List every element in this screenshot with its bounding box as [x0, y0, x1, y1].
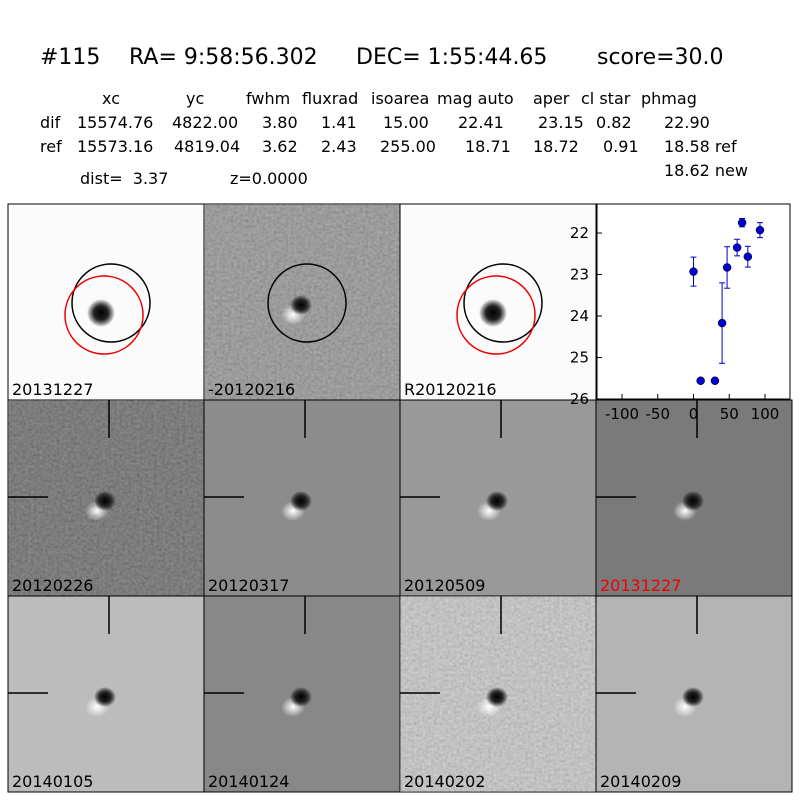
table-cell: 3.80 [262, 113, 298, 132]
y-tick-label: 25 [570, 349, 589, 367]
panel-label: 20131227 [12, 380, 93, 399]
source [290, 295, 312, 315]
x-tick-label: 100 [751, 405, 780, 423]
table-cell: 18.72 [533, 137, 579, 156]
aperture-ref [456, 275, 536, 355]
source [479, 299, 507, 327]
source [290, 491, 312, 511]
column-header: fluxrad [302, 89, 358, 108]
panel-label: 20120317 [208, 576, 289, 595]
panel-label: 20140202 [404, 772, 485, 791]
table-cell: 15573.16 [77, 137, 153, 156]
x-tick-label: 50 [720, 405, 739, 423]
column-header: mag auto [437, 89, 514, 108]
panel-label: R20120216 [404, 380, 497, 399]
source [486, 491, 508, 511]
point [689, 267, 698, 276]
table-cell: 22.41 [458, 113, 504, 132]
column-header: xc [102, 89, 120, 108]
table-cell: dif [40, 113, 61, 132]
plot-area [596, 203, 791, 400]
x-tick-label: -100 [605, 405, 639, 423]
table-cell: 23.15 [538, 113, 584, 132]
source [682, 687, 704, 707]
table-cell: 3.62 [262, 137, 298, 156]
table-cell: 15574.76 [77, 113, 153, 132]
source [94, 687, 116, 707]
point [732, 243, 742, 252]
table-cell: 18.58 ref [664, 137, 737, 156]
x-tick-label: 0 [689, 405, 699, 423]
table-cell: 1.41 [321, 113, 357, 132]
aperture-ref [64, 275, 144, 355]
y-tick-label: 24 [570, 307, 589, 325]
aperture [267, 263, 347, 343]
point [717, 318, 727, 328]
aperture [463, 263, 543, 343]
table-cell: 18.71 [465, 137, 511, 156]
ra: RA= 9:58:56.302 [129, 45, 318, 70]
point [710, 376, 720, 385]
table-cell: 18.62 new [664, 161, 748, 180]
panel-label: 20120226 [12, 576, 93, 595]
source [94, 491, 116, 511]
panel-label: 20140105 [12, 772, 93, 791]
table-cell: 15.00 [383, 113, 429, 132]
point [696, 376, 705, 385]
score: score=30.0 [597, 45, 724, 70]
aperture [71, 263, 151, 343]
dist: dist= 3.37 [80, 169, 168, 188]
table-cell: 255.00 [380, 137, 436, 156]
redshift: z=0.0000 [230, 169, 308, 188]
column-header: phmag [641, 89, 697, 108]
source [486, 687, 508, 707]
x-tick-label: -50 [646, 405, 671, 423]
table-cell: 0.82 [596, 113, 632, 132]
column-header: yc [186, 89, 204, 108]
column-header: aper [533, 89, 570, 108]
table-cell: 2.43 [321, 137, 357, 156]
column-header: isoarea [371, 89, 429, 108]
source [682, 491, 704, 511]
panel-label: 20120509 [404, 576, 485, 595]
point [743, 252, 753, 261]
point [755, 225, 765, 235]
source [87, 299, 115, 327]
table-cell: 0.91 [603, 137, 639, 156]
panel-label: 20131227 [600, 576, 681, 595]
column-header: fwhm [246, 89, 290, 108]
panel-label: 20140209 [600, 772, 681, 791]
table-cell: 4822.00 [172, 113, 238, 132]
y-tick-label: 22 [570, 224, 589, 242]
object-id: #115 [40, 45, 100, 70]
table-cell: ref [40, 137, 62, 156]
table-cell: 22.90 [664, 113, 710, 132]
y-tick-label: 26 [570, 390, 589, 408]
panel-label: -20120216 [208, 380, 295, 399]
table-cell: 4819.04 [174, 137, 240, 156]
source [290, 687, 312, 707]
column-header: cl star [581, 89, 631, 108]
point [722, 263, 732, 272]
panel-label: 20140124 [208, 772, 289, 791]
dec: DEC= 1:55:44.65 [356, 45, 547, 70]
y-tick-label: 23 [570, 266, 589, 284]
point [737, 218, 747, 227]
